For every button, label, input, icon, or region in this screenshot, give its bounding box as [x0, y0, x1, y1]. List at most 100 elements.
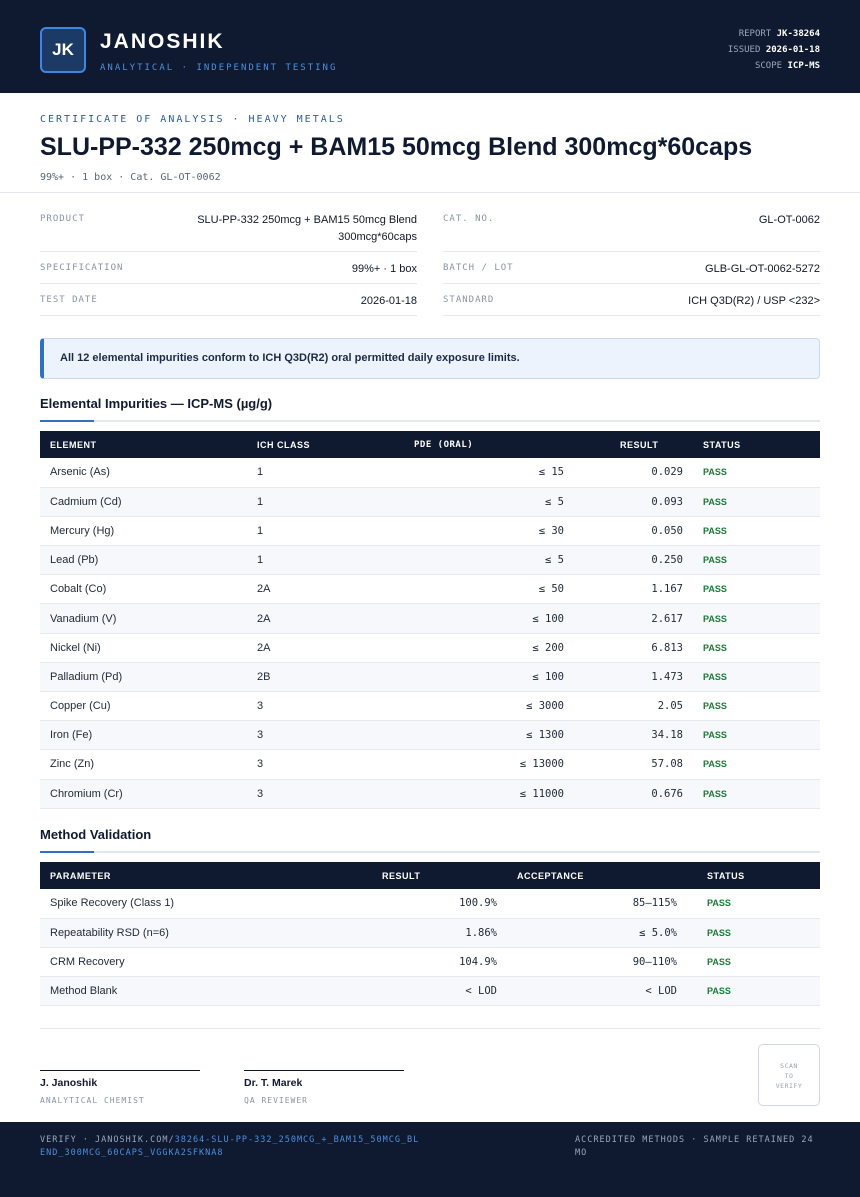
result-value: 0.676	[574, 779, 693, 809]
product-label: PRODUCT	[40, 214, 85, 224]
report-footer: VERIFY · JANOSHIK.COM/38264-SLU-PP-332_2…	[0, 1122, 860, 1197]
parameter-name: Method Blank	[40, 976, 340, 1007]
issued-date: ISSUED 2026-01-18	[727, 45, 820, 55]
qr-text: SCAN	[780, 1062, 798, 1070]
parameter-name: Spike Recovery (Class 1)	[40, 889, 340, 919]
status-badge: PASS	[693, 633, 820, 663]
result-value: 2.617	[574, 603, 693, 634]
date-label: TEST DATE	[40, 295, 98, 305]
table-row: Copper (Cu) 3 ≤ 3000 2.05 PASS	[40, 691, 820, 722]
pde-limit: ≤ 11000	[404, 779, 574, 809]
element-name: Arsenic (As)	[40, 458, 247, 488]
signer-role: ANALYTICAL CHEMIST	[40, 1096, 145, 1105]
element-name: Lead (Pb)	[40, 545, 247, 576]
status-badge: PASS	[693, 603, 820, 634]
verify-text: VERIFY · JANOSHIK.COM/38264-SLU-PP-332_2…	[40, 1135, 420, 1158]
table-row: Method Blank < LOD < LOD PASS	[40, 976, 820, 1007]
cat-value: GL-OT-0062	[758, 214, 820, 226]
result-value: 2.05	[574, 691, 693, 722]
ich-class: 2A	[247, 603, 404, 634]
element-name: Mercury (Hg)	[40, 516, 247, 547]
qr-text: TO	[784, 1072, 794, 1080]
impurities-title: Elemental Impurities — ICP-MS (µg/g)	[40, 396, 273, 411]
result-value: 1.473	[574, 662, 693, 693]
date-value: 2026-01-18	[360, 295, 417, 307]
element-name: Zinc (Zn)	[40, 749, 247, 780]
divider	[40, 283, 417, 284]
element-name: Nickel (Ni)	[40, 633, 247, 663]
result-value: 57.08	[574, 749, 693, 780]
column-header: PARAMETER	[50, 870, 111, 881]
verify-link[interactable]: 38264-SLU-PP-332_250MCG_+_BAM15_50MCG_BL…	[40, 1135, 420, 1158]
conformance-notice: All 12 elemental impurities conform to I…	[40, 338, 820, 379]
report-id: REPORT JK-38264	[738, 29, 820, 39]
status-badge: PASS	[687, 918, 820, 948]
table-header: ELEMENT ICH CLASS PDE (ORAL) RESULT STAT…	[40, 431, 820, 458]
document-kicker: CERTIFICATE OF ANALYSIS · HEAVY METALS	[40, 114, 345, 125]
pde-limit: ≤ 200	[404, 633, 574, 663]
status-badge: PASS	[693, 487, 820, 517]
brand-tagline: ANALYTICAL · INDEPENDENT TESTING	[100, 63, 338, 73]
ich-class: 3	[247, 691, 404, 722]
result-value: 0.029	[574, 458, 693, 488]
table-row: Vanadium (V) 2A ≤ 100 2.617 PASS	[40, 603, 820, 634]
divider	[443, 251, 820, 252]
result-value: 6.813	[574, 633, 693, 663]
element-name: Chromium (Cr)	[40, 779, 247, 809]
product-value: SLU-PP-332 250mcg + BAM15 50mcg Blend 30…	[197, 214, 417, 243]
table-row: Lead (Pb) 1 ≤ 5 0.250 PASS	[40, 545, 820, 576]
ich-class: 1	[247, 545, 404, 576]
batch-label: BATCH / LOT	[443, 263, 514, 273]
table-row: Spike Recovery (Class 1) 100.9% 85–115% PAS…	[40, 889, 820, 919]
standard-value: ICH Q3D(R2) / USP <232>	[688, 295, 820, 307]
status-badge: PASS	[687, 889, 820, 919]
status-badge: PASS	[693, 691, 820, 722]
pde-limit: ≤ 50	[404, 574, 574, 605]
spec-label: SPECIFICATION	[40, 263, 124, 273]
status-badge: PASS	[693, 574, 820, 605]
divider	[40, 1028, 820, 1029]
table-row: CRM Recovery 104.9% 90–110% PASS	[40, 947, 820, 978]
result-value: 0.250	[574, 545, 693, 576]
pde-limit: ≤ 15	[404, 458, 574, 488]
validation-title: Method Validation	[40, 827, 152, 842]
element-name: Cobalt (Co)	[40, 574, 247, 605]
column-header: ACCEPTANCE	[517, 870, 584, 881]
acceptance-range: ≤ 5.0%	[507, 918, 687, 948]
spec-value: 99%+ · 1 box	[351, 263, 417, 275]
scope: SCOPE ICP-MS	[754, 61, 820, 71]
divider	[40, 315, 417, 316]
report-header: JK JANOSHIK ANALYTICAL · INDEPENDENT TES…	[0, 0, 860, 93]
acceptance-range: 90–110%	[507, 947, 687, 978]
impurities-table: ELEMENT ICH CLASS PDE (ORAL) RESULT STAT…	[40, 431, 820, 809]
status-badge: PASS	[693, 779, 820, 809]
signature-line	[244, 1070, 404, 1071]
standard-label: STANDARD	[443, 295, 495, 305]
pde-limit: ≤ 100	[404, 603, 574, 634]
column-header: STATUS	[703, 439, 741, 450]
result-value: 100.9%	[340, 889, 507, 919]
element-name: Iron (Fe)	[40, 720, 247, 751]
result-value: 34.18	[574, 720, 693, 751]
ich-class: 2A	[247, 574, 404, 605]
pde-limit: ≤ 1300	[404, 720, 574, 751]
pde-limit: ≤ 3000	[404, 691, 574, 722]
ich-class: 1	[247, 487, 404, 517]
element-name: Palladium (Pd)	[40, 662, 247, 693]
pde-limit: ≤ 100	[404, 662, 574, 693]
column-header: ELEMENT	[50, 439, 97, 450]
status-badge: PASS	[687, 947, 820, 978]
verify-qr-code[interactable]: SCAN TO VERIFY	[758, 1044, 820, 1106]
ich-class: 1	[247, 516, 404, 547]
result-value: 0.093	[574, 487, 693, 517]
pde-limit: ≤ 30	[404, 516, 574, 547]
table-row: Iron (Fe) 3 ≤ 1300 34.18 PASS	[40, 720, 820, 751]
footer-note: ACCREDITED METHODS · SAMPLE RETAINED 24 …	[575, 1135, 814, 1158]
table-row: Repeatability RSD (n=6) 1.86% ≤ 5.0% PASS	[40, 918, 820, 948]
element-name: Copper (Cu)	[40, 691, 247, 722]
validation-table: PARAMETER RESULT ACCEPTANCE STATUS Spike…	[40, 862, 820, 1007]
status-badge: PASS	[693, 458, 820, 488]
column-header: RESULT	[382, 870, 421, 881]
result-value: 104.9%	[340, 947, 507, 978]
pde-limit: ≤ 5	[404, 545, 574, 576]
